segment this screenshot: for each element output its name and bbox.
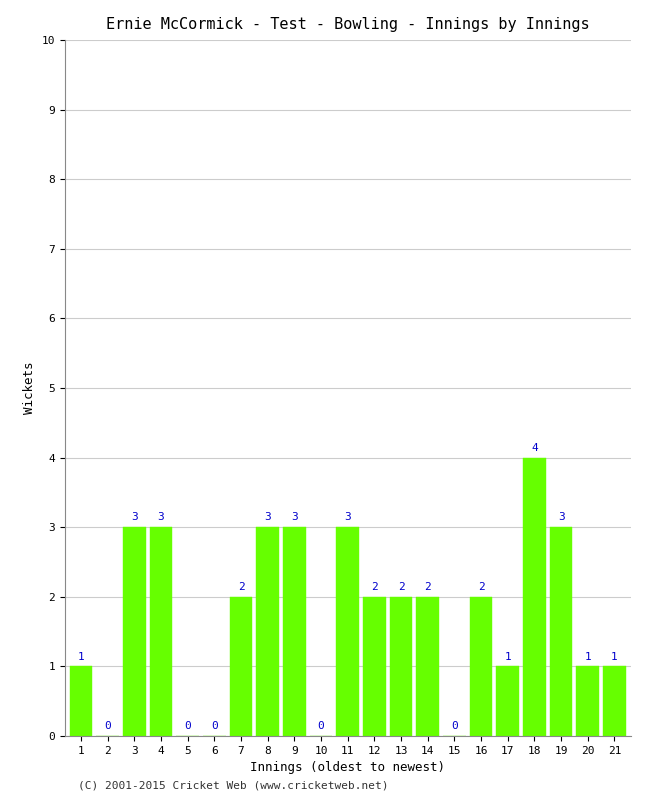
Bar (417, 597, 439, 736)
Bar (363, 597, 385, 736)
Text: 1: 1 (504, 651, 511, 662)
X-axis label: Innings (oldest to newest): Innings (oldest to newest) (250, 762, 445, 774)
Text: 2: 2 (371, 582, 378, 592)
Text: 4: 4 (531, 442, 538, 453)
Y-axis label: Wickets: Wickets (23, 362, 36, 414)
Text: 1: 1 (611, 651, 618, 662)
Bar (603, 666, 626, 736)
Text: 1: 1 (77, 651, 84, 662)
Text: 2: 2 (478, 582, 484, 592)
Title: Ernie McCormick - Test - Bowling - Innings by Innings: Ernie McCormick - Test - Bowling - Innin… (106, 17, 590, 32)
Bar (123, 527, 146, 736)
Text: (C) 2001-2015 Cricket Web (www.cricketweb.net): (C) 2001-2015 Cricket Web (www.cricketwe… (78, 781, 389, 790)
Text: 3: 3 (158, 512, 164, 522)
Text: 3: 3 (131, 512, 138, 522)
Bar (390, 597, 413, 736)
Text: 0: 0 (451, 721, 458, 731)
Text: 3: 3 (558, 512, 564, 522)
Text: 3: 3 (265, 512, 271, 522)
Bar (497, 666, 519, 736)
Text: 0: 0 (104, 721, 111, 731)
Bar (256, 527, 279, 736)
Bar (283, 527, 306, 736)
Text: 0: 0 (211, 721, 218, 731)
Bar (150, 527, 172, 736)
Text: 0: 0 (318, 721, 324, 731)
Text: 1: 1 (584, 651, 592, 662)
Text: 3: 3 (344, 512, 351, 522)
Bar (523, 458, 546, 736)
Bar (577, 666, 599, 736)
Bar (337, 527, 359, 736)
Text: 2: 2 (238, 582, 244, 592)
Bar (70, 666, 92, 736)
Text: 3: 3 (291, 512, 298, 522)
Bar (229, 597, 252, 736)
Text: 0: 0 (185, 721, 191, 731)
Text: 2: 2 (398, 582, 404, 592)
Bar (470, 597, 493, 736)
Text: 2: 2 (424, 582, 431, 592)
Bar (550, 527, 573, 736)
